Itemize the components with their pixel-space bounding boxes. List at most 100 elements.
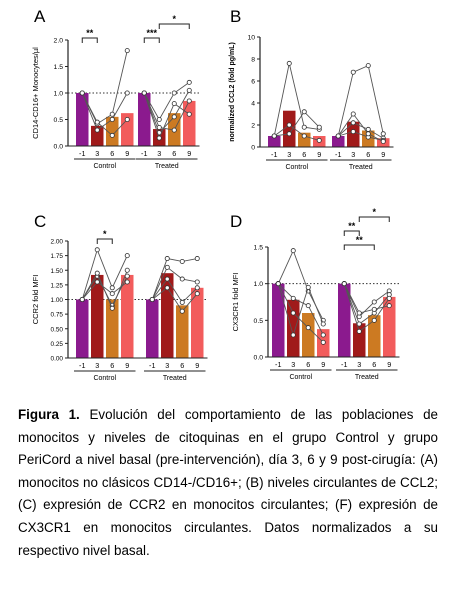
x-tick-label: 3 — [165, 361, 169, 370]
bar-control-day9 — [121, 274, 134, 358]
data-point — [109, 305, 115, 311]
data-point — [79, 297, 85, 303]
data-point — [164, 264, 170, 270]
data-point — [164, 256, 170, 262]
x-tick-label: -1 — [335, 150, 341, 159]
bar-treated-day-1 — [332, 136, 345, 147]
data-point — [109, 132, 115, 138]
data-point — [386, 295, 392, 301]
significance-bracket — [343, 230, 360, 236]
y-tick-label: 2.00 — [51, 239, 64, 246]
data-point — [194, 279, 200, 285]
x-tick-label: 6 — [372, 360, 376, 369]
bar-treated-day-1 — [338, 283, 351, 357]
data-point — [301, 133, 307, 139]
y-tick-label: 4 — [251, 101, 255, 108]
subject-line — [151, 287, 198, 312]
bar-control-day6 — [106, 116, 119, 146]
data-point — [124, 267, 130, 273]
data-point — [186, 111, 192, 117]
panel-a: A 0.0 0.5 1.0 1.5 2.0 CD14-CD16+ Monocytes/µl -… — [31, 7, 200, 170]
data-point — [305, 325, 311, 331]
data-point — [305, 303, 311, 309]
y-tick-label: 1.0 — [54, 91, 64, 98]
data-point — [365, 131, 371, 137]
data-point — [380, 131, 386, 137]
y-tick-label: 1.25 — [51, 282, 64, 289]
data-point — [124, 253, 130, 259]
data-point — [109, 291, 115, 297]
panel-letter: B — [230, 7, 241, 26]
subject-line — [338, 131, 384, 141]
significance-bracket — [143, 37, 160, 43]
x-tick-label: 9 — [195, 361, 199, 370]
data-point — [179, 308, 185, 314]
significance-bracket — [343, 244, 375, 250]
y-tick-label: 10 — [247, 35, 255, 42]
data-point — [386, 303, 392, 309]
y-tick-label: 0.25 — [51, 341, 64, 348]
y-axis-label: CCR2 fold MFI — [31, 275, 40, 325]
data-point — [179, 258, 185, 264]
data-point — [171, 101, 177, 107]
y-tick-label: 1.5 — [54, 64, 64, 71]
data-point — [156, 117, 162, 123]
subject-line — [81, 92, 128, 137]
subject-line — [343, 283, 390, 333]
x-tick-label: 6 — [110, 361, 114, 370]
bar-control-day3 — [91, 274, 104, 358]
panel-b: B 0 2 4 6 8 10 normalized CCL2 (fold pg/mL) -1 3 6… — [229, 7, 394, 171]
x-tick-label: -1 — [79, 361, 85, 370]
data-point — [335, 133, 341, 139]
significance-label: * — [372, 207, 376, 217]
bar-treated-day9 — [183, 100, 196, 146]
group-label: Control — [285, 164, 308, 171]
x-tick-label: -1 — [149, 361, 155, 370]
significance-label: ** — [86, 28, 94, 38]
data-point — [316, 137, 322, 143]
caption-label: Figura 1. — [18, 407, 80, 422]
subject-line — [81, 270, 128, 310]
x-tick-label: 3 — [291, 360, 295, 369]
data-point — [371, 299, 377, 305]
x-tick-label: -1 — [79, 149, 85, 158]
data-point — [286, 122, 292, 128]
y-axis-label: CX3CR1 fold MFI — [231, 273, 240, 332]
data-point — [290, 310, 296, 316]
x-tick-label: 3 — [95, 361, 99, 370]
x-tick-label: -1 — [275, 360, 281, 369]
group-label: Treated — [355, 374, 379, 381]
bar-control-day3 — [91, 125, 104, 146]
data-point — [109, 117, 115, 123]
y-tick-label: 0 — [251, 145, 255, 152]
subject-line — [81, 281, 128, 300]
y-tick-label: 1.0 — [254, 281, 264, 288]
data-point — [164, 285, 170, 291]
data-point — [109, 111, 115, 117]
x-tick-label: 3 — [351, 150, 355, 159]
x-tick-label: 6 — [180, 361, 184, 370]
data-point — [305, 284, 311, 290]
data-point — [365, 126, 371, 132]
data-point — [156, 135, 162, 141]
x-tick-label: 6 — [306, 360, 310, 369]
data-point — [141, 90, 147, 96]
data-point — [94, 247, 100, 253]
x-tick-label: 9 — [387, 360, 391, 369]
y-tick-label: 1.75 — [51, 253, 64, 260]
bar-control-day-1 — [76, 299, 89, 358]
data-point — [79, 90, 85, 96]
data-point — [290, 332, 296, 338]
bar-control-day-1 — [76, 93, 89, 146]
significance-label: ** — [348, 221, 356, 231]
data-point — [271, 133, 277, 139]
x-tick-label: 6 — [302, 150, 306, 159]
subject-line — [81, 92, 128, 131]
subject-line — [277, 283, 324, 336]
subject-line — [151, 266, 198, 300]
bar-treated-day3 — [347, 121, 360, 147]
group-label: Treated — [349, 164, 373, 171]
data-point — [94, 127, 100, 133]
significance-bracket — [96, 238, 113, 244]
subject-line — [143, 92, 190, 131]
